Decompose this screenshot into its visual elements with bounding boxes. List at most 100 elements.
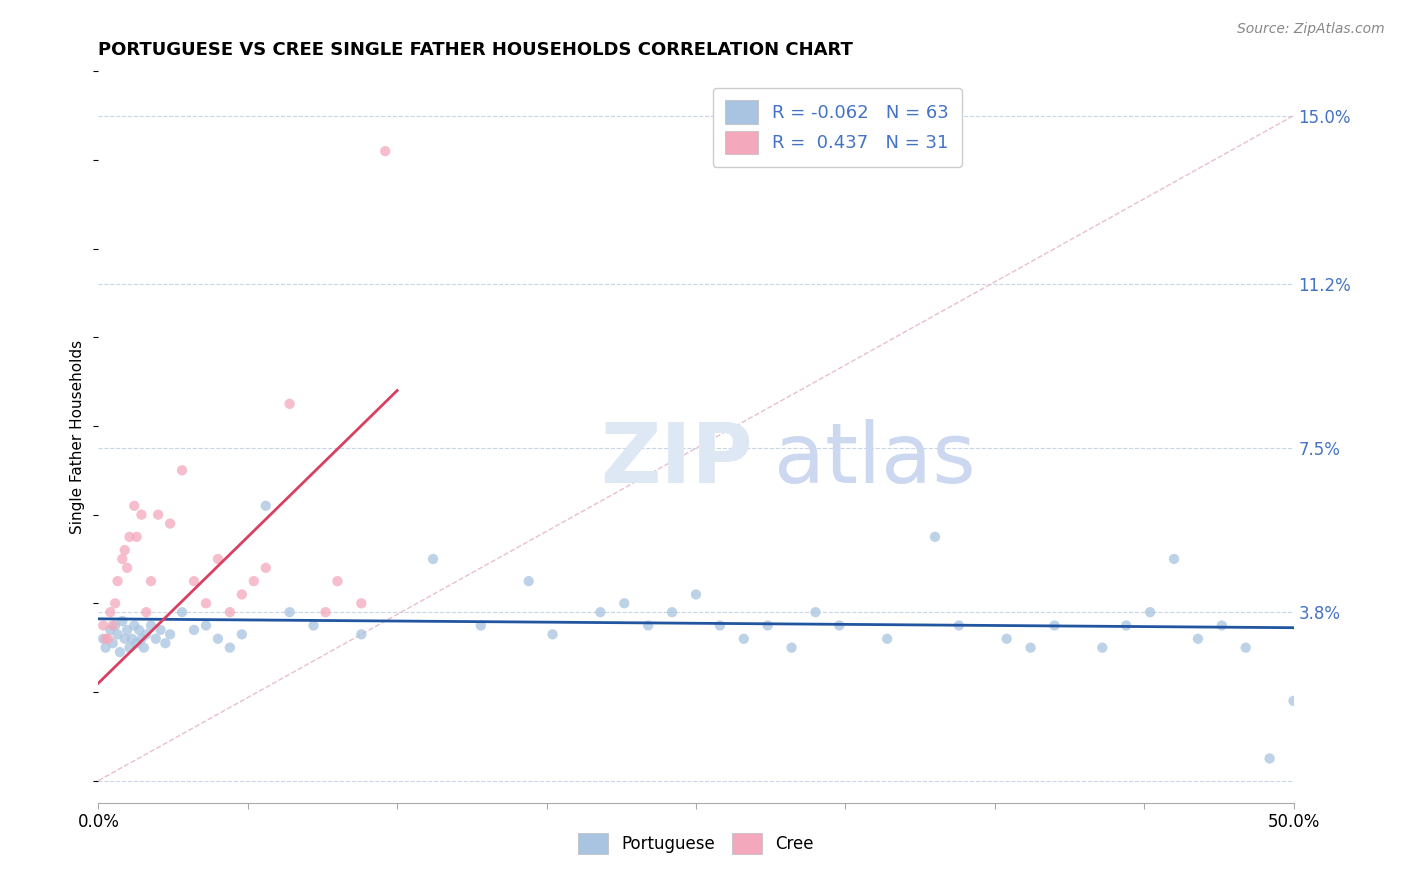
Point (231, 627, 253, 641)
Point (661, 605, 683, 619)
Point (685, 587, 707, 601)
Point (159, 627, 181, 641)
Point (278, 605, 301, 619)
Point (1258, 751, 1281, 765)
Point (876, 632, 898, 646)
Point (183, 623, 205, 637)
Point (104, 596, 127, 610)
Point (107, 574, 129, 589)
Point (183, 574, 205, 589)
Point (219, 605, 242, 619)
Point (149, 623, 172, 637)
Point (128, 623, 150, 637)
Point (135, 605, 157, 619)
Point (422, 552, 444, 566)
Point (231, 587, 253, 601)
Point (278, 397, 301, 411)
Point (125, 636, 148, 650)
Point (350, 596, 373, 610)
Point (637, 618, 659, 632)
Point (111, 614, 134, 628)
Point (709, 618, 731, 632)
Point (1163, 552, 1185, 566)
Point (139, 574, 162, 589)
Point (756, 618, 779, 632)
Point (139, 618, 162, 632)
Point (613, 596, 636, 610)
Point (374, 144, 396, 158)
Point (121, 632, 143, 646)
Point (995, 632, 1018, 646)
Point (108, 645, 131, 659)
Point (1187, 632, 1209, 646)
Point (470, 618, 492, 632)
Point (98, 623, 122, 637)
Point (125, 530, 148, 544)
Point (135, 627, 157, 641)
Point (1211, 618, 1233, 632)
Point (94, 640, 117, 655)
Point (254, 499, 277, 513)
Point (118, 640, 141, 655)
Point (350, 627, 373, 641)
Point (111, 552, 134, 566)
Point (302, 618, 325, 632)
Point (541, 627, 564, 641)
Point (1282, 694, 1305, 708)
Point (733, 632, 755, 646)
Text: ZIP: ZIP (600, 418, 752, 500)
Point (145, 632, 167, 646)
Point (148, 508, 170, 522)
Text: Source: ZipAtlas.com: Source: ZipAtlas.com (1237, 22, 1385, 37)
Point (94, 632, 117, 646)
Point (101, 636, 124, 650)
Point (1139, 605, 1161, 619)
Point (118, 530, 141, 544)
Point (828, 618, 851, 632)
Point (780, 640, 803, 655)
Point (115, 623, 138, 637)
Point (124, 499, 146, 513)
Point (115, 561, 138, 575)
Point (91, 632, 114, 646)
Point (219, 640, 242, 655)
Point (948, 618, 970, 632)
Point (98, 605, 122, 619)
Point (1234, 640, 1257, 655)
Point (155, 636, 177, 650)
Y-axis label: Single Father Households: Single Father Households (70, 340, 86, 534)
Point (172, 463, 194, 477)
Point (207, 632, 229, 646)
Point (315, 605, 337, 619)
Point (131, 508, 153, 522)
Point (107, 627, 129, 641)
Point (207, 552, 229, 566)
Point (517, 574, 540, 589)
Point (132, 640, 155, 655)
Point (114, 632, 136, 646)
Point (159, 516, 181, 531)
Text: PORTUGUESE VS CREE SINGLE FATHER HOUSEHOLDS CORRELATION CHART: PORTUGUESE VS CREE SINGLE FATHER HOUSEHO… (98, 41, 853, 59)
Point (1043, 618, 1066, 632)
Point (91, 618, 114, 632)
Point (804, 605, 827, 619)
Point (1115, 618, 1137, 632)
Point (195, 618, 218, 632)
Point (195, 596, 218, 610)
Text: atlas: atlas (773, 418, 976, 500)
Legend: Portuguese, Cree: Portuguese, Cree (571, 827, 821, 860)
Point (172, 605, 194, 619)
Point (254, 561, 277, 575)
Point (589, 605, 612, 619)
Point (124, 618, 146, 632)
Point (101, 618, 124, 632)
Point (243, 574, 266, 589)
Point (1091, 640, 1114, 655)
Point (131, 632, 153, 646)
Point (326, 574, 349, 589)
Point (114, 543, 136, 558)
Point (924, 530, 946, 544)
Point (97, 632, 120, 646)
Point (1019, 640, 1042, 655)
Point (104, 618, 127, 632)
